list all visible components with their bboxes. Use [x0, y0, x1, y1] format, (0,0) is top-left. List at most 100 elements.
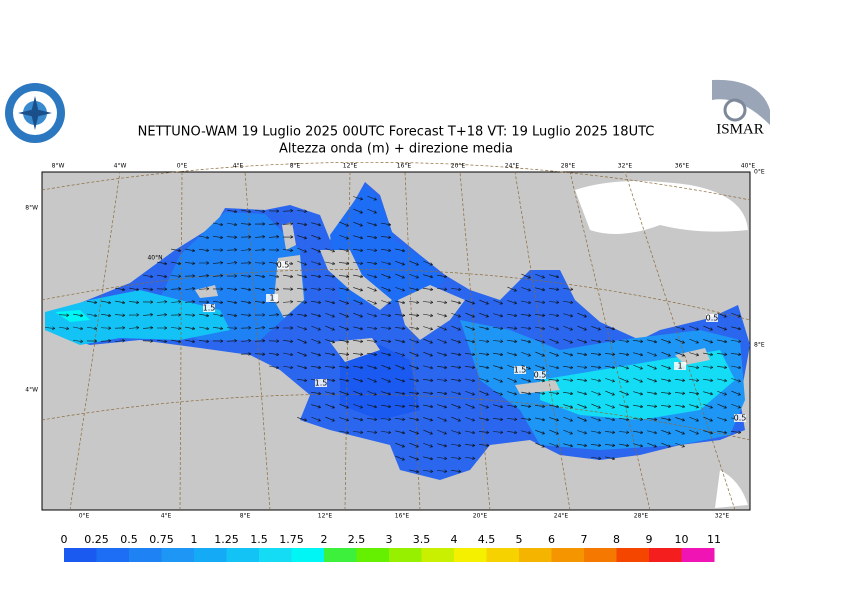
direction-arrow	[240, 248, 252, 252]
direction-arrow	[339, 221, 349, 227]
direction-arrow	[464, 443, 476, 447]
direction-arrow	[240, 339, 252, 343]
direction-arrow	[465, 390, 475, 396]
direction-arrow	[226, 235, 238, 239]
direction-arrow	[157, 339, 168, 344]
direction-arrow	[703, 416, 713, 422]
direction-arrow	[367, 274, 378, 279]
bottom-axis-label: 28°E	[634, 513, 649, 520]
direction-arrow	[255, 209, 266, 213]
direction-arrow	[395, 273, 405, 279]
contour-label-box	[203, 304, 215, 312]
direction-arrows	[44, 195, 742, 474]
direction-arrow	[198, 261, 210, 265]
direction-arrow	[409, 442, 419, 448]
direction-arrow	[184, 300, 196, 304]
direction-arrow	[521, 391, 532, 396]
direction-arrow	[675, 351, 685, 357]
direction-arrow	[479, 339, 490, 344]
direction-arrow	[297, 274, 308, 279]
direction-arrow	[184, 287, 196, 291]
direction-arrow	[254, 222, 266, 226]
direction-arrow	[619, 443, 630, 448]
direction-arrow	[226, 261, 238, 265]
direction-arrow	[647, 430, 658, 435]
direction-arrow	[605, 365, 616, 370]
direction-arrow	[562, 287, 574, 291]
direction-arrow	[605, 390, 615, 396]
direction-arrow	[689, 416, 699, 422]
colorbar-swatch	[96, 548, 130, 562]
direction-arrow	[521, 378, 531, 383]
direction-arrow	[156, 313, 168, 317]
direction-arrow	[268, 209, 280, 213]
direction-arrow	[493, 365, 503, 370]
direction-arrow	[213, 300, 224, 305]
direction-arrow	[591, 339, 602, 344]
colorbar-label: 0	[61, 533, 68, 546]
direction-arrow	[479, 326, 490, 331]
direction-arrow	[563, 416, 573, 422]
direction-arrow	[479, 312, 489, 318]
direction-arrow	[437, 274, 448, 279]
direction-arrow	[395, 300, 406, 305]
direction-arrow	[675, 442, 685, 448]
direction-arrow	[464, 365, 476, 369]
direction-arrow	[689, 325, 699, 331]
direction-arrow	[605, 456, 616, 461]
colorbar-swatch	[161, 548, 195, 562]
colorbar-swatch	[291, 548, 325, 562]
direction-arrow	[717, 430, 728, 435]
direction-arrow	[423, 287, 434, 292]
direction-arrow	[240, 313, 252, 317]
direction-arrow	[507, 377, 517, 383]
top-axis-label: 8°W	[52, 163, 65, 170]
direction-arrow	[702, 365, 714, 369]
direction-arrow	[451, 287, 462, 292]
colorbar-label: 5	[516, 533, 523, 546]
direction-arrow	[128, 300, 140, 304]
bottom-axis-label: 24°E	[554, 513, 569, 520]
direction-arrow	[367, 286, 377, 292]
direction-arrow	[283, 248, 294, 252]
direction-arrow	[661, 378, 672, 383]
direction-arrow	[409, 326, 420, 331]
direction-arrow	[381, 300, 391, 305]
direction-arrow	[577, 325, 587, 331]
direction-arrow	[395, 287, 405, 292]
direction-arrow	[423, 469, 434, 474]
colorbar: 0 0.25 0.5 0.75 1 1.25 1.5 1.75 2 2.5 3 3.5 4 4.5 5 6 7 8…	[61, 533, 721, 562]
direction-arrow	[268, 339, 280, 343]
direction-arrow	[451, 430, 461, 435]
direction-arrow	[353, 299, 363, 305]
direction-arrow	[633, 339, 644, 344]
direction-arrow	[731, 312, 741, 318]
direction-arrow	[563, 443, 574, 448]
direction-arrow	[703, 378, 714, 383]
direction-arrow	[58, 313, 70, 317]
direction-arrow	[563, 325, 573, 331]
top-axis-label: 36°E	[675, 163, 690, 170]
direction-arrow	[297, 417, 307, 422]
direction-arrow	[465, 417, 475, 422]
direction-arrow	[311, 352, 322, 357]
direction-arrow	[716, 352, 728, 356]
direction-arrow	[311, 222, 322, 227]
direction-arrow	[493, 352, 504, 357]
direction-arrow	[283, 274, 294, 279]
direction-arrow	[422, 391, 434, 395]
direction-arrow	[451, 469, 462, 474]
direction-arrow	[521, 417, 532, 422]
direction-arrow	[465, 456, 476, 461]
direction-arrow	[380, 417, 392, 421]
direction-arrow	[422, 300, 434, 304]
direction-arrow	[255, 274, 266, 279]
direction-arrow	[577, 391, 588, 396]
colorbar-label: 3.5	[413, 533, 431, 546]
direction-arrow	[717, 417, 727, 422]
direction-arrow	[661, 430, 671, 435]
logo-right: ISMAR	[710, 78, 770, 140]
direction-arrow	[591, 378, 602, 383]
direction-arrow	[647, 391, 658, 396]
